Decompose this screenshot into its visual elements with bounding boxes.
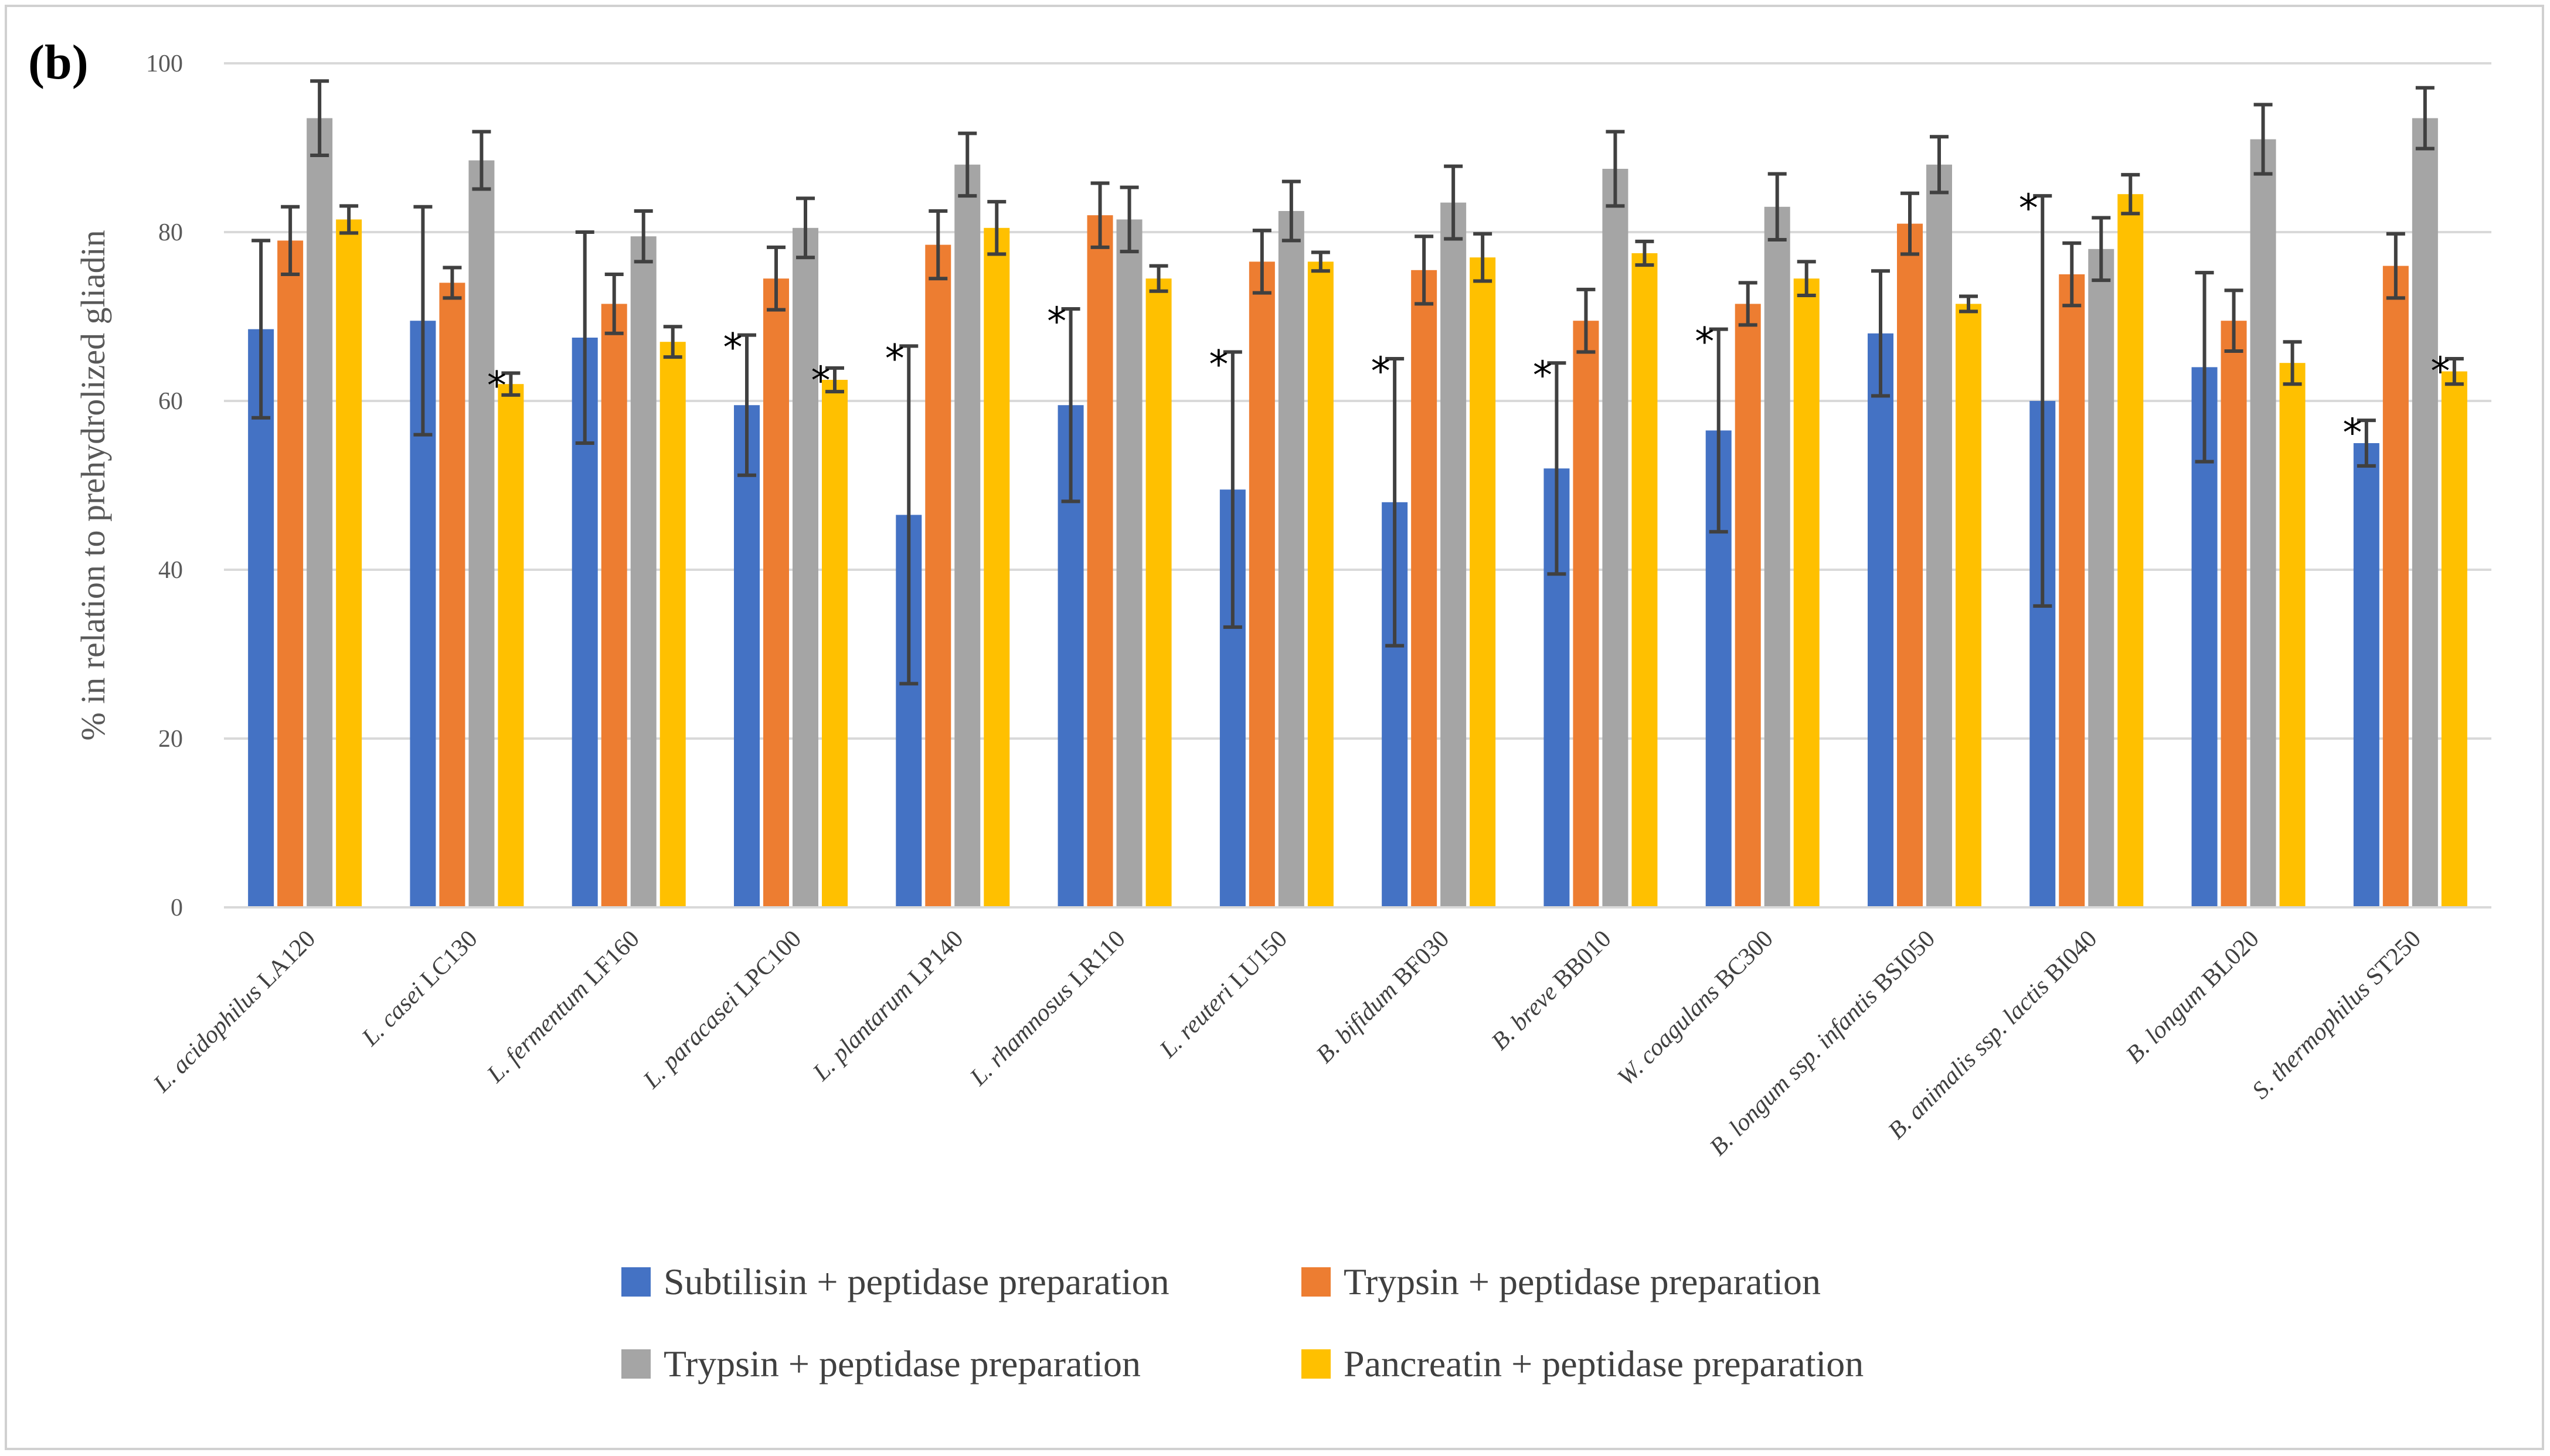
x-tick-label: L. fermentum LF160 bbox=[482, 926, 645, 1088]
significance-marker: * bbox=[1533, 353, 1552, 398]
significance-marker: * bbox=[885, 336, 905, 381]
x-tick-label: L. casei LC130 bbox=[356, 926, 483, 1052]
bar bbox=[1897, 223, 1923, 908]
bar bbox=[1411, 270, 1437, 907]
x-tick-label: B. longum BL020 bbox=[2121, 926, 2265, 1069]
bar bbox=[498, 384, 524, 907]
bar bbox=[2441, 371, 2467, 907]
x-tick-label: S. thermophilus ST250 bbox=[2247, 926, 2426, 1105]
legend-swatch bbox=[621, 1349, 651, 1379]
y-axis-label: % in relation to prehydrolized gliadin bbox=[74, 230, 112, 740]
y-tick-label: 0 bbox=[171, 894, 183, 921]
bar bbox=[2353, 443, 2379, 907]
y-tick-label: 100 bbox=[146, 50, 183, 77]
significance-marker: * bbox=[2342, 410, 2362, 455]
significance-marker: * bbox=[1695, 319, 1714, 365]
bar bbox=[1602, 169, 1628, 907]
panel-label: (b) bbox=[28, 35, 89, 90]
bar bbox=[336, 219, 362, 907]
x-tick-label: L. reuteri LU150 bbox=[1154, 926, 1293, 1064]
significance-marker: * bbox=[487, 363, 506, 408]
bar bbox=[2412, 118, 2438, 908]
bar bbox=[2221, 321, 2247, 907]
bar bbox=[248, 329, 274, 907]
bar bbox=[1926, 164, 1952, 907]
bar bbox=[1307, 261, 1334, 907]
bar bbox=[1249, 261, 1275, 907]
bar bbox=[659, 342, 686, 907]
bar bbox=[1793, 278, 1820, 908]
y-tick-label: 40 bbox=[158, 557, 183, 584]
significance-marker: * bbox=[1209, 342, 1228, 387]
x-tick-label: L. acidophilus LA120 bbox=[148, 926, 321, 1098]
significance-marker: * bbox=[1371, 349, 1390, 394]
y-tick-label: 20 bbox=[158, 726, 183, 753]
bar bbox=[734, 405, 760, 907]
legend-item: Pancreatin + peptidase preparation bbox=[1301, 1342, 1864, 1386]
bar bbox=[763, 278, 789, 908]
bar bbox=[1956, 304, 1981, 907]
bar bbox=[1764, 206, 1790, 907]
significance-markers: * * * * * * * * * * * * bbox=[487, 186, 2450, 455]
bar bbox=[2250, 139, 2276, 908]
gridlines bbox=[224, 62, 2491, 740]
x-tick-label: L. rhamnosus LR110 bbox=[964, 926, 1130, 1091]
bar bbox=[468, 160, 495, 908]
significance-marker: * bbox=[2019, 186, 2038, 231]
bar bbox=[822, 380, 848, 907]
bar bbox=[439, 283, 465, 907]
legend-label: Trypsin + peptidase preparation bbox=[664, 1343, 1141, 1384]
x-tick-label: B. bifidum BF030 bbox=[1311, 926, 1455, 1069]
bar bbox=[2059, 274, 2085, 907]
bar bbox=[925, 244, 951, 908]
legend-item: Subtilisin + peptidase preparation bbox=[621, 1260, 1169, 1304]
bar bbox=[1440, 202, 1467, 908]
bar bbox=[2382, 266, 2409, 908]
bars bbox=[248, 118, 2467, 908]
bar bbox=[793, 227, 818, 907]
significance-marker: * bbox=[723, 325, 743, 370]
bar bbox=[1868, 333, 1893, 907]
bar bbox=[984, 227, 1010, 907]
bar bbox=[2088, 249, 2114, 907]
bar bbox=[307, 118, 333, 908]
bar bbox=[1735, 304, 1761, 907]
bar bbox=[2279, 363, 2306, 907]
x-tick-label: L. paracasei LPC100 bbox=[638, 926, 807, 1094]
bar bbox=[1631, 253, 1658, 907]
bar bbox=[954, 164, 981, 907]
y-tick-label: 80 bbox=[158, 219, 183, 246]
x-tick-label: L. plantarum LP140 bbox=[807, 926, 968, 1087]
bar bbox=[601, 304, 627, 907]
bar bbox=[277, 240, 304, 907]
legend-swatch bbox=[1301, 1349, 1331, 1379]
bar bbox=[1116, 219, 1143, 907]
bar bbox=[1573, 321, 1599, 907]
x-tick-label: W. coagulans BC300 bbox=[1613, 926, 1779, 1091]
significance-marker: * bbox=[1047, 299, 1066, 344]
figure-frame bbox=[5, 5, 2544, 1450]
legend-swatch bbox=[1301, 1267, 1331, 1297]
bar bbox=[2117, 194, 2144, 908]
legend-label: Subtilisin + peptidase preparation bbox=[664, 1261, 1169, 1302]
y-tick-label: 60 bbox=[158, 388, 183, 415]
legend-swatch bbox=[621, 1267, 651, 1297]
legend-label: Trypsin + peptidase preparation bbox=[1344, 1261, 1821, 1302]
legend-item: Trypsin + peptidase preparation bbox=[1301, 1260, 1821, 1304]
legend-label: Pancreatin + peptidase preparation bbox=[1344, 1343, 1864, 1384]
y-axis-ticks: 0 20 40 60 80 100 bbox=[146, 50, 183, 921]
bar bbox=[1278, 211, 1304, 907]
significance-marker: * bbox=[811, 358, 831, 403]
legend-item: Trypsin + peptidase preparation bbox=[621, 1342, 1141, 1386]
x-tick-label: B. breve BB010 bbox=[1487, 926, 1617, 1056]
bar bbox=[630, 236, 657, 908]
bar bbox=[1470, 257, 1496, 908]
bar bbox=[1087, 215, 1113, 908]
bar bbox=[1145, 278, 1172, 908]
significance-marker: * bbox=[2430, 349, 2450, 394]
error-bars bbox=[251, 79, 2464, 686]
